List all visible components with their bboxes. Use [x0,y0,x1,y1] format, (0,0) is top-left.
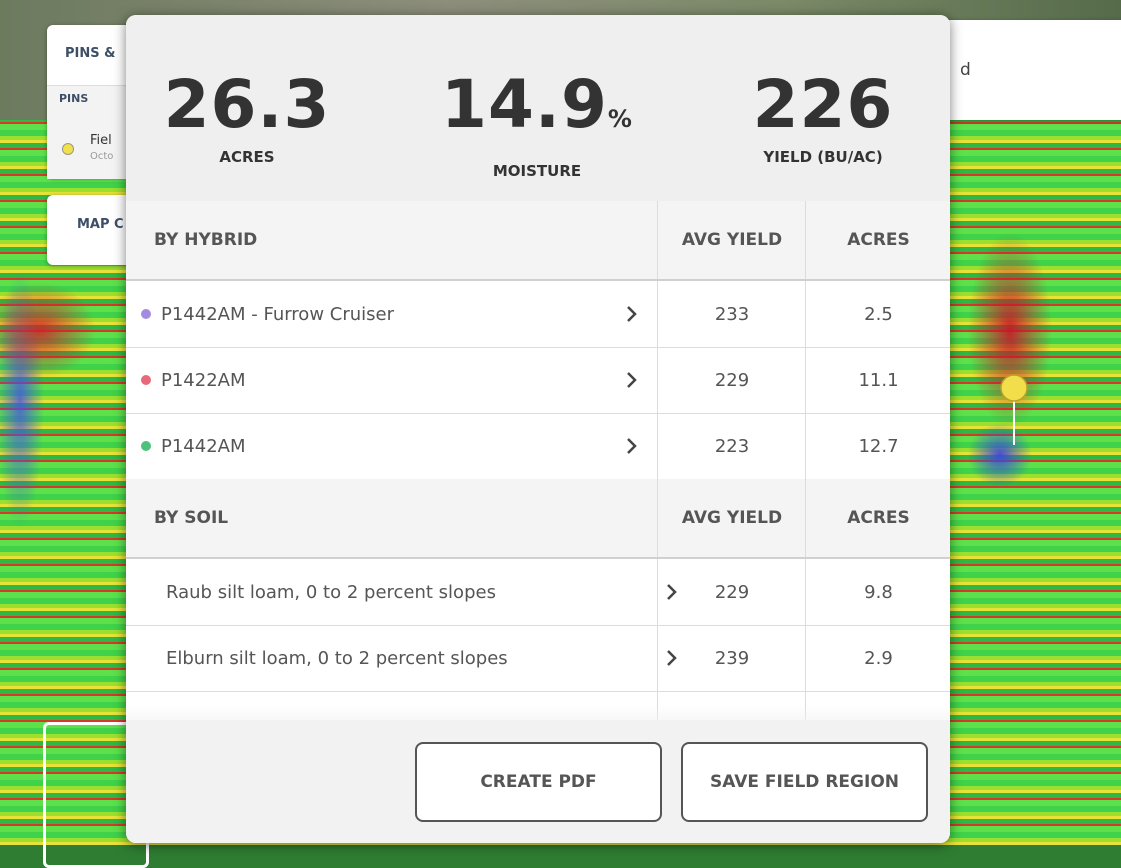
stat-unit: % [608,105,633,133]
row-name: P1422AM [161,370,246,391]
acres: 2.5 [805,281,950,347]
stat-label: ACRES [126,148,384,166]
create-pdf-button[interactable]: CREATE PDF [415,742,662,822]
color-dot [141,375,151,385]
chevron [625,305,639,323]
acres: 2.9 [805,625,950,691]
table-row[interactable]: Raub silt loam, 0 to 2 percent slopes 229… [126,559,950,626]
avg-yield: 223 [657,413,806,479]
name-cell: P1422AM [126,347,657,413]
search-panel: d [930,20,1121,120]
avg-yield: 233 [657,281,806,347]
name-cell: Raub silt loam, 0 to 2 percent slopes [126,559,697,625]
stat: 14.9% MOISTURE [400,70,674,180]
screen: PINS & PINS Fiel Octo MAP C d 26.3ACRES1… [0,0,1121,845]
field-summary-modal: 26.3 ACRES 14.9% MOISTURE 226 YIELD (BU/AC) B… [126,15,950,843]
name-cell: Elburn silt loam, 0 to 2 percent slopes [126,625,697,691]
name-cell: P1442AM [126,413,657,479]
summary-header: 26.3 ACRES 14.9% MOISTURE 226 YIELD (BU/AC) [126,15,950,203]
section-title: BY SOIL [126,479,657,557]
table-row[interactable]: Elburn silt loam, 0 to 2 percent slopes 2… [126,625,950,692]
stat: 226 YIELD (BU/AC) [686,70,950,166]
row-name: P1442AM [161,436,246,457]
avg-yield: 229 [657,347,806,413]
pin-name[interactable]: Fiel [90,133,112,148]
pin-date: Octo [90,151,113,162]
panel-title: PINS & [65,46,115,61]
stat-number: 26.3 [164,66,331,143]
color-dot [141,441,151,451]
save-field-region-button[interactable]: SAVE FIELD REGION [681,742,928,822]
section-label: PINS [59,92,88,105]
color-dot [141,309,151,319]
name-cell: P1442AM - Furrow Cruiser [126,281,657,347]
stat-value: 226 [686,70,950,140]
column-header: AVG YIELD [657,201,806,279]
avg-yield: 239 [657,625,806,691]
column-header: AVG YIELD [657,479,806,557]
row-name: Raub silt loam, 0 to 2 percent slopes [166,582,496,603]
column-header: ACRES [805,479,950,557]
stat-number: 226 [753,66,894,143]
chevron [625,437,639,455]
row-name: Elburn silt loam, 0 to 2 percent slopes [166,648,508,669]
map-pin[interactable] [995,370,1035,450]
acres: 9.8 [805,559,950,625]
stat-label: MOISTURE [400,162,674,180]
stat-value: 14.9% [400,70,674,154]
stat-value: 26.3 [126,70,384,140]
stat-label: YIELD (BU/AC) [686,148,950,166]
pin-dot [62,143,74,155]
acres: 12.7 [805,413,950,479]
search-text: d [960,60,971,80]
stat: 26.3 ACRES [126,70,384,166]
section-title: BY HYBRID [126,201,657,279]
stat-number: 14.9 [441,66,608,143]
button-label: MAP C [77,217,124,232]
chevron [625,371,639,389]
row-name: P1442AM - Furrow Cruiser [161,304,394,325]
acres: 11.1 [805,347,950,413]
avg-yield: 229 [657,559,806,625]
column-header: ACRES [805,201,950,279]
